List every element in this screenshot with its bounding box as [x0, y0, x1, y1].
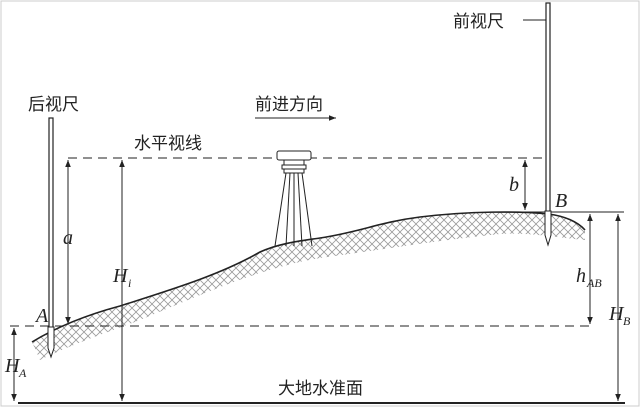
svg-text:A: A: [18, 366, 27, 380]
sight-line-label: 水平视线: [134, 134, 202, 154]
svg-text:H: H: [112, 265, 129, 287]
svg-text:AB: AB: [586, 276, 602, 290]
height-b-label: H B: [608, 303, 631, 328]
svg-text:H: H: [4, 355, 21, 377]
height-a-label: H A: [4, 355, 27, 380]
svg-text:h: h: [576, 265, 586, 287]
geoid-label: 大地水准面: [278, 379, 363, 399]
front-rod-label: 前视尺: [453, 12, 504, 32]
point-a-label: A: [34, 305, 49, 327]
back-rod: [47, 117, 55, 359]
instrument-height-label: H i: [112, 265, 131, 290]
front-reading-label: b: [509, 174, 519, 196]
front-rod: [523, 2, 552, 247]
height-diff-label: h AB: [576, 265, 602, 290]
svg-text:i: i: [128, 276, 131, 290]
level-instrument-icon: [274, 150, 313, 247]
back-rod-label: 后视尺: [28, 95, 79, 115]
svg-text:H: H: [608, 303, 625, 325]
point-b-label: B: [555, 190, 567, 212]
svg-text:B: B: [623, 314, 631, 328]
direction-label: 前进方向: [255, 95, 323, 115]
back-reading-label: a: [63, 227, 73, 249]
